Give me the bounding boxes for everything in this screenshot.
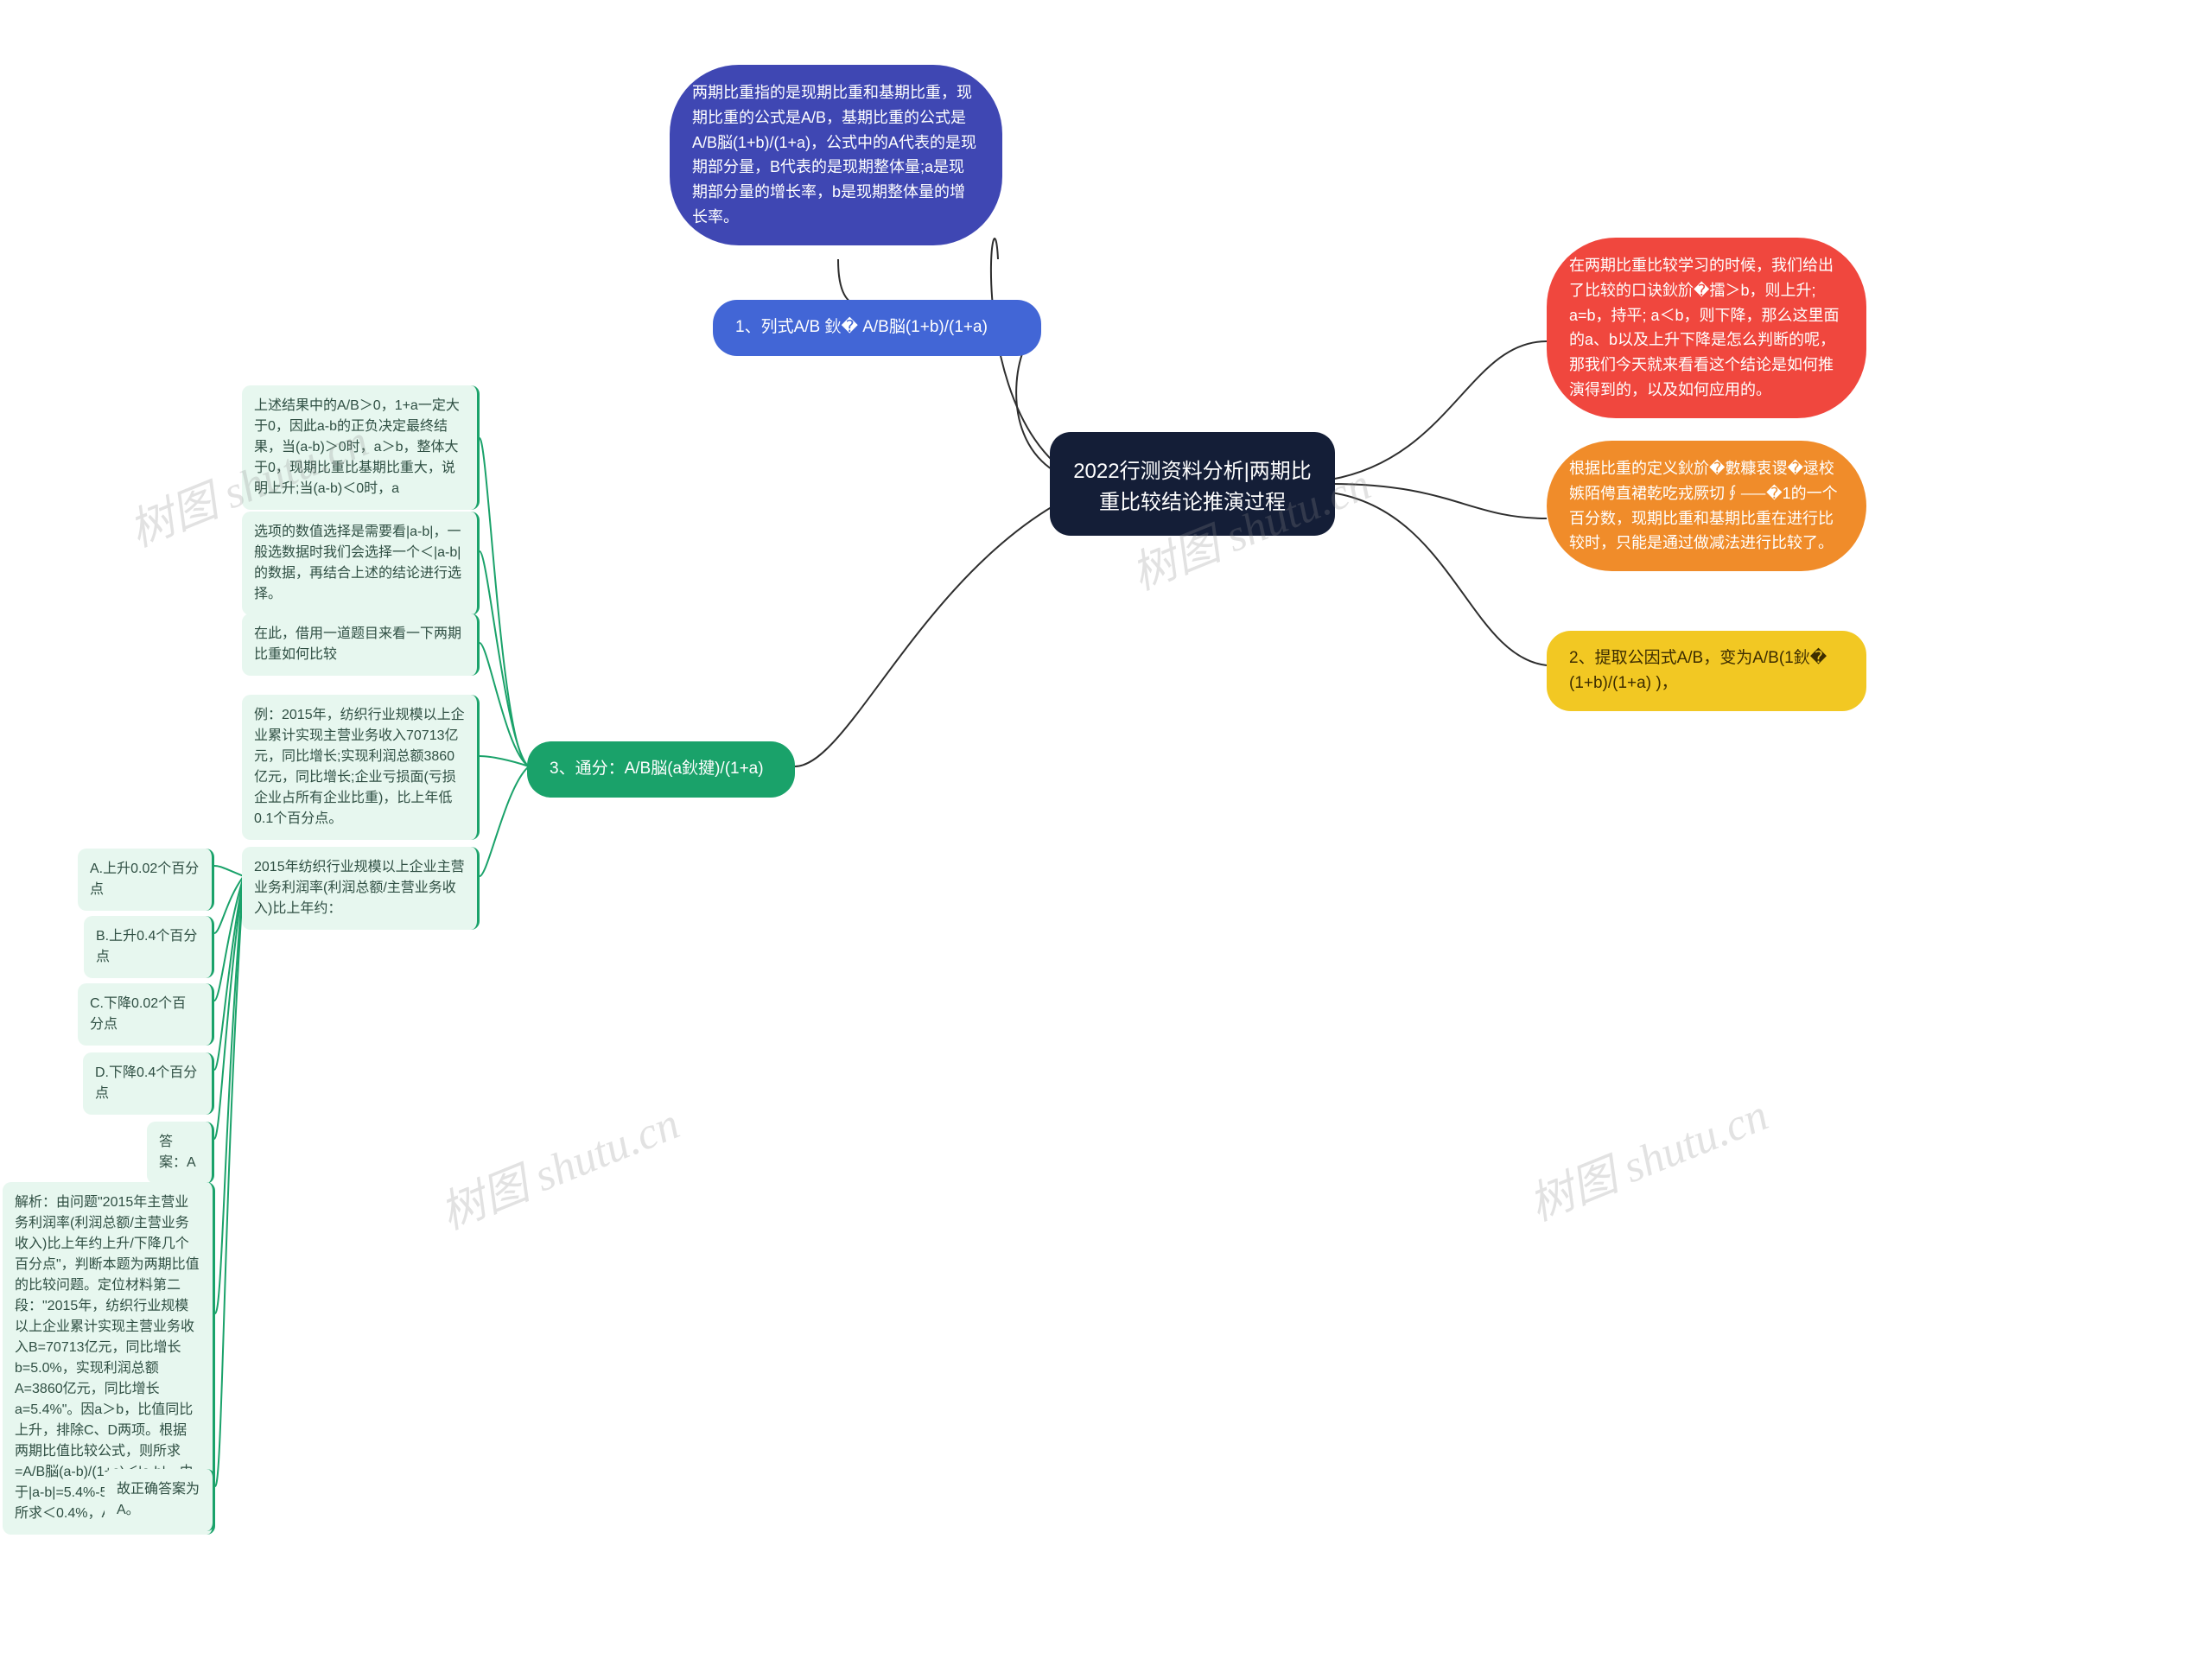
- leaf-c3-text: 在此，借用一道题目来看一下两期比重如何比较: [254, 626, 461, 662]
- watermark: 树图 shutu.cn: [1518, 1078, 1777, 1233]
- leaf-option-b-text: B.上升0.4个百分点: [96, 929, 197, 964]
- leaf-answer[interactable]: 答案：A: [147, 1122, 214, 1184]
- teal-pill-text: 3、通分：A/B脳(a鈥揵)/(1+a): [550, 760, 764, 778]
- leaf-c4-text: 例：2015年，纺织行业规模以上企业累计实现主营业务收入70713亿元，同比增长…: [254, 708, 465, 826]
- leaf-option-a-text: A.上升0.02个百分点: [90, 861, 199, 897]
- leaf-c1-text: 上述结果中的A/B＞0，1+a一定大于0，因此a-b的正负决定最终结果，当(a-…: [254, 398, 460, 496]
- leaf-c3[interactable]: 在此，借用一道题目来看一下两期比重如何比较: [242, 614, 480, 676]
- leaf-answer-text: 答案：A: [159, 1135, 196, 1170]
- leaf-option-d[interactable]: D.下降0.4个百分点: [83, 1052, 214, 1115]
- yellow-pill[interactable]: 2、提取公因式A/B，变为A/B(1鈥� (1+b)/(1+a) )，: [1547, 631, 1866, 711]
- leaf-option-a[interactable]: A.上升0.02个百分点: [78, 849, 214, 911]
- leaf-c5-text: 2015年纺织行业规模以上企业主营业务利润率(利润总额/主营业务收入)比上年约：: [254, 860, 465, 916]
- leaf-final-text: 故正确答案为A。: [117, 1482, 200, 1517]
- leaf-c2-text: 选项的数值选择是需要看|a-b|，一般选数据时我们会选择一个＜|a-b|的数据，…: [254, 525, 461, 601]
- indigo-blob-text: 两期比重指的是现期比重和基期比重，现期比重的公式是A/B，基期比重的公式是A/B…: [692, 84, 976, 226]
- leaf-option-c[interactable]: C.下降0.02个百分点: [78, 983, 214, 1046]
- leaf-c2[interactable]: 选项的数值选择是需要看|a-b|，一般选数据时我们会选择一个＜|a-b|的数据，…: [242, 512, 480, 615]
- red-blob-text: 在两期比重比较学习的时候，我们给出了比较的口诀鈥斺�擂＞b，则上升; a=b，持…: [1569, 257, 1840, 398]
- red-blob[interactable]: 在两期比重比较学习的时候，我们给出了比较的口诀鈥斺�擂＞b，则上升; a=b，持…: [1547, 238, 1866, 418]
- leaf-option-d-text: D.下降0.4个百分点: [95, 1065, 197, 1101]
- orange-blob-text: 根据比重的定义鈥斺�數糠衷谡�逯校嫉陌俜直裙乾吃戎厥切∮⸺�1的一个百分数，现期…: [1569, 460, 1838, 551]
- watermark: 树图 shutu.cn: [429, 1087, 688, 1242]
- leaf-c4[interactable]: 例：2015年，纺织行业规模以上企业累计实现主营业务收入70713亿元，同比增长…: [242, 695, 480, 840]
- indigo-blob[interactable]: 两期比重指的是现期比重和基期比重，现期比重的公式是A/B，基期比重的公式是A/B…: [670, 65, 1002, 245]
- leaf-option-c-text: C.下降0.02个百分点: [90, 996, 186, 1032]
- root-node[interactable]: 2022行测资料分析|两期比重比较结论推演过程: [1050, 432, 1335, 536]
- orange-blob[interactable]: 根据比重的定义鈥斺�數糠衷谡�逯校嫉陌俜直裙乾吃戎厥切∮⸺�1的一个百分数，现期…: [1547, 441, 1866, 571]
- leaf-final[interactable]: 故正确答案为A。: [105, 1469, 215, 1531]
- blue-pill[interactable]: 1、列式A/B 鈥� A/B脳(1+b)/(1+a): [713, 300, 1041, 356]
- leaf-c5[interactable]: 2015年纺织行业规模以上企业主营业务利润率(利润总额/主营业务收入)比上年约：: [242, 847, 480, 930]
- leaf-c1[interactable]: 上述结果中的A/B＞0，1+a一定大于0，因此a-b的正负决定最终结果，当(a-…: [242, 385, 480, 510]
- root-text: 2022行测资料分析|两期比重比较结论推演过程: [1073, 460, 1312, 514]
- teal-pill[interactable]: 3、通分：A/B脳(a鈥揵)/(1+a): [527, 741, 795, 798]
- blue-pill-text: 1、列式A/B 鈥� A/B脳(1+b)/(1+a): [735, 318, 988, 336]
- leaf-option-b[interactable]: B.上升0.4个百分点: [84, 916, 214, 978]
- yellow-pill-text: 2、提取公因式A/B，变为A/B(1鈥� (1+b)/(1+a) )，: [1569, 649, 1827, 692]
